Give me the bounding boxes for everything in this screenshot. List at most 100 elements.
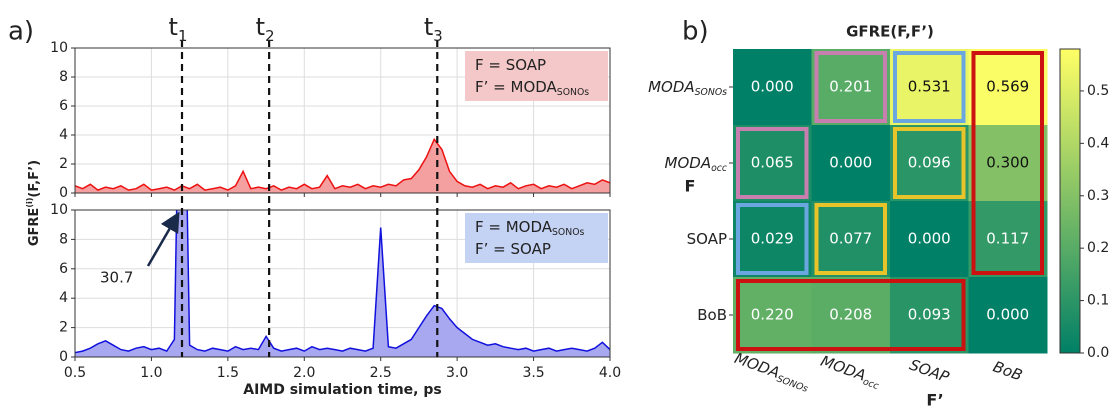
text-part: MODA (665, 154, 712, 172)
cell-label: 0.220 (751, 306, 794, 324)
colorbar-tick-label: 0.1 (1087, 293, 1109, 309)
heatmap-cell (733, 277, 812, 354)
text-part: F = MODA (475, 218, 553, 236)
text-part: BoB (991, 357, 1025, 384)
text-part: 2 (265, 27, 274, 45)
heatmap-cell (890, 125, 969, 202)
heatmap-cell (968, 125, 1048, 202)
legend-box (465, 213, 608, 263)
cell-label: 0.000 (908, 230, 951, 248)
cell-label: 0.093 (908, 306, 951, 324)
text-part: t (169, 13, 178, 41)
cell-label: 0.531 (908, 78, 951, 96)
text-part: F’ = MODA (475, 78, 558, 96)
col-label: MODAocc (818, 351, 884, 392)
text-part: MODA (648, 78, 695, 96)
text-part: SONOs (695, 87, 727, 98)
text-part: 3 (433, 27, 442, 45)
heatmap-cell (733, 49, 812, 126)
highlight-box (736, 279, 966, 351)
line (75, 210, 610, 354)
col-label: BoB (991, 357, 1025, 384)
plot-frame (74, 47, 611, 194)
text-part: BoB (697, 306, 727, 324)
cell-label: 0.065 (751, 154, 794, 172)
heatmap-cell (811, 277, 891, 354)
y-tick-label: 4 (59, 127, 68, 143)
heatmap-cell (890, 277, 969, 354)
y-tick-label: 8 (59, 69, 68, 85)
x-tick-label: 3.5 (522, 365, 544, 381)
cell-label: 0.000 (829, 154, 872, 172)
row-label: SOAP (687, 230, 727, 248)
plot-area (75, 137, 610, 193)
heatmap-cell (811, 125, 891, 202)
annotation: 30.7 (100, 269, 133, 287)
plot-frame (74, 209, 611, 358)
legend-entry: F’ = MODASONOs (475, 78, 589, 99)
annotation-arrow (146, 211, 180, 267)
text-part: t (424, 13, 433, 41)
y-tick-label: 0 (59, 185, 68, 201)
colorbar-tick-label: 0.5 (1087, 83, 1109, 99)
x-tick-label: 4.0 (599, 365, 621, 381)
cell-label: 0.029 (751, 230, 794, 248)
marker-label: t3 (424, 13, 443, 45)
legend-box (465, 51, 608, 101)
cell-label: 0.096 (908, 154, 951, 172)
text-part: F = SOAP (475, 56, 546, 74)
text-part: SOAP (907, 355, 952, 386)
heatmap-cell (733, 201, 812, 278)
legend-entry: F’ = SOAP (475, 240, 551, 258)
highlight-box (814, 203, 887, 275)
marker-label: t2 (256, 13, 275, 45)
y-axis-label: F (685, 177, 696, 196)
heatmap-cell (890, 201, 969, 278)
legend-entry: F = SOAP (475, 56, 546, 74)
panel-label: b) (682, 17, 709, 47)
heatmap-cell (811, 49, 891, 126)
text-part: (F,F’) (27, 160, 42, 198)
x-tick-label: 0.5 (64, 365, 86, 381)
y-tick-label: 2 (59, 320, 68, 336)
highlight-box (893, 127, 966, 199)
x-tick-label: 3.0 (446, 365, 468, 381)
text-part: MODA (818, 351, 868, 384)
legend-entry: F = MODASONOs (475, 218, 585, 239)
highlight-box (814, 51, 887, 123)
text-part: F’ = SOAP (475, 240, 551, 258)
heatmap-cell (811, 201, 891, 278)
y-tick-label: 4 (59, 290, 68, 306)
y-tick-label: 0 (59, 349, 68, 365)
cell-label: 0.077 (829, 230, 872, 248)
colorbar-tick-label: 0.3 (1087, 188, 1109, 204)
text-part: SONOs (557, 87, 589, 98)
heatmap-title: GFRE(F,F’) (846, 23, 934, 41)
line (75, 137, 610, 191)
cell-label: 0.117 (986, 230, 1029, 248)
x-axis-label: F’ (926, 391, 943, 410)
highlight-box (971, 51, 1044, 275)
row-label: MODAocc (665, 154, 727, 175)
col-label: SOAP (907, 355, 952, 386)
text-part: 1 (178, 27, 187, 45)
heatmap-cell (733, 125, 812, 202)
marker-label: t1 (169, 13, 188, 45)
y-axis-label: GFRE(i)(F,F’) (25, 160, 42, 246)
heatmap-cell (968, 49, 1048, 126)
text-part: GFRE (27, 208, 42, 246)
row-label: MODASONOs (648, 78, 727, 99)
text-part: occ (711, 163, 727, 174)
x-tick-label: 1.0 (140, 365, 162, 381)
colorbar-tick-label: 0.4 (1087, 135, 1109, 151)
highlight-box (736, 203, 809, 275)
text-part: MODA (732, 349, 782, 382)
y-tick-label: 6 (59, 98, 68, 114)
cell-label: 0.300 (986, 154, 1029, 172)
x-tick-label: 2.5 (370, 365, 392, 381)
highlight-box (893, 51, 966, 123)
cell-label: 0.000 (751, 78, 794, 96)
y-tick-label: 10 (50, 40, 68, 56)
x-tick-label: 2.0 (293, 365, 315, 381)
